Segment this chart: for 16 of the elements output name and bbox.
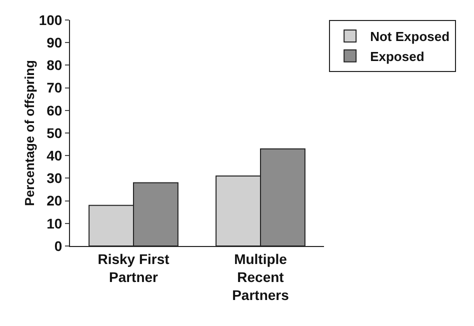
- y-tick-label: 70: [46, 80, 62, 96]
- y-tick-label: 10: [46, 215, 62, 232]
- x-tick-label: Multiple Recent Partners: [232, 250, 290, 304]
- legend-label: Exposed: [370, 48, 424, 64]
- y-tick-label: 40: [46, 148, 62, 164]
- y-tick-label: 100: [38, 12, 62, 28]
- y-tick-label: 80: [46, 57, 62, 74]
- y-tick-label: 90: [46, 34, 62, 50]
- y-tick-label: 30: [46, 170, 62, 186]
- x-tick-label: Risky First Partner: [98, 250, 170, 285]
- y-axis-title: Percentage of offspring: [22, 60, 37, 206]
- legend-label: Not Exposed: [370, 29, 450, 44]
- y-tick-label: 20: [46, 192, 62, 209]
- y-tick-label: 60: [46, 102, 62, 118]
- y-tick-label: 50: [46, 124, 62, 141]
- y-tick-label: 0: [54, 238, 62, 254]
